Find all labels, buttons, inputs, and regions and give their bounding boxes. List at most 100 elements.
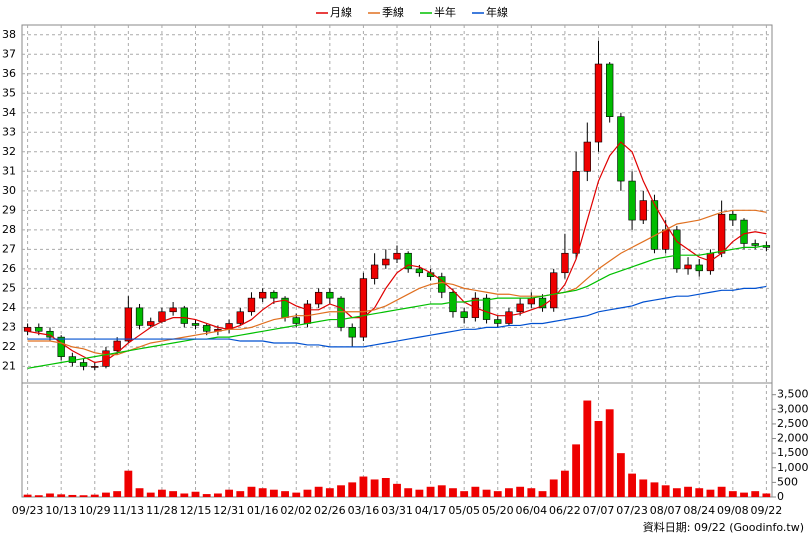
candle-body [516,303,524,313]
volume-bar [728,491,737,497]
candle-body [639,200,647,221]
candle-body [124,307,133,342]
y-tick-label: 23 [2,320,16,333]
y-tick-label: 34 [2,106,16,119]
legend-label: 月線 [330,5,352,19]
x-tick-label: 03/31 [381,504,413,517]
candle-body [393,252,401,260]
y-tick-label: 30 [2,184,16,197]
volume-bar [359,476,368,497]
volume-bar [493,491,502,497]
volume-bar [124,470,133,497]
candle-body [247,297,256,313]
volume-bar [639,479,648,497]
volume-bar [672,488,681,497]
candle-body [550,272,558,309]
candle-body [404,252,412,270]
y-tick-label: 38 [2,28,16,41]
volume-bar [213,493,222,497]
x-tick-label: 03/16 [348,504,380,517]
y-tick-label: 35 [2,86,16,99]
candle-body [740,219,748,244]
volume-bar [113,491,122,497]
candle-body [606,63,614,117]
volume-bar [650,482,659,497]
volume-bar [684,486,692,497]
volume-bar [381,478,390,497]
volume-bar [538,491,547,497]
candle-body [326,291,334,299]
volume-bar [471,486,480,497]
y-tick-label: 26 [2,262,16,275]
volume-bar [560,470,569,497]
volume-bar [449,488,457,497]
candle-body [370,264,379,279]
volume-bar [426,486,435,497]
volume-bar [90,494,99,497]
x-tick-label: 07/23 [616,504,648,517]
candle-body [382,258,390,266]
y-tick-label: 24 [2,301,16,314]
volume-bar [393,483,401,497]
volume-bar [628,473,636,497]
volume-bar [583,400,592,497]
y2-tick-label: 1,000 [777,461,808,474]
x-tick-label: 07/07 [583,504,615,517]
y-tick-label: 32 [2,145,16,158]
volume-bar [79,495,88,497]
candle-body [684,264,692,270]
x-tick-label: 02/02 [280,504,312,517]
candle-body [617,116,625,182]
y2-tick-label: 3,000 [777,402,808,415]
volume-bar [258,488,267,497]
volume-bar [572,444,581,497]
volume-bar [57,494,66,497]
candle-body [460,311,468,318]
volume-bar [269,489,278,497]
volume-bar [370,479,379,497]
candle-body [572,171,580,254]
volume-bar [337,485,345,497]
y2-tick-label: 3,500 [777,388,808,401]
volume-bar [303,489,312,497]
candle-body [583,141,591,172]
candle-body [292,317,300,324]
candle-body [169,307,177,313]
volume-bar [594,421,603,497]
y2-tick-label: 500 [777,475,798,488]
y-tick-label: 33 [2,125,16,138]
volume-bar [348,482,357,497]
candle-body [438,276,446,293]
x-tick-label: 09/22 [751,504,783,517]
candle-body [729,213,737,221]
volume-bar [191,491,200,497]
volume-bar [135,488,144,497]
candle-body [494,319,502,324]
candle-body [650,200,659,250]
candle-body [561,252,569,274]
candle-body [751,243,759,246]
y-tick-label: 25 [2,281,16,294]
y-tick-label: 37 [2,47,16,60]
volume-bar [661,485,670,497]
candle-body [191,323,200,326]
x-tick-label: 01/16 [247,504,279,517]
y-tick-label: 22 [2,340,16,353]
candle-body [695,264,703,272]
y-tick-label: 21 [2,359,16,372]
volume-bar [225,489,234,497]
candle-body [359,278,368,338]
candle-body [57,336,65,357]
volume-bar [34,495,43,497]
volume-bar [404,488,413,497]
volume-bar [751,491,760,497]
volume-bar [415,489,424,497]
volume-bar [202,494,211,497]
candle-body [180,307,188,324]
volume-bar [169,491,178,497]
candle-body [314,291,323,305]
y2-tick-label: 2,000 [777,432,808,445]
x-tick-label: 09/23 [12,504,44,517]
volume-bar [180,493,189,497]
volume-bar [23,494,32,497]
